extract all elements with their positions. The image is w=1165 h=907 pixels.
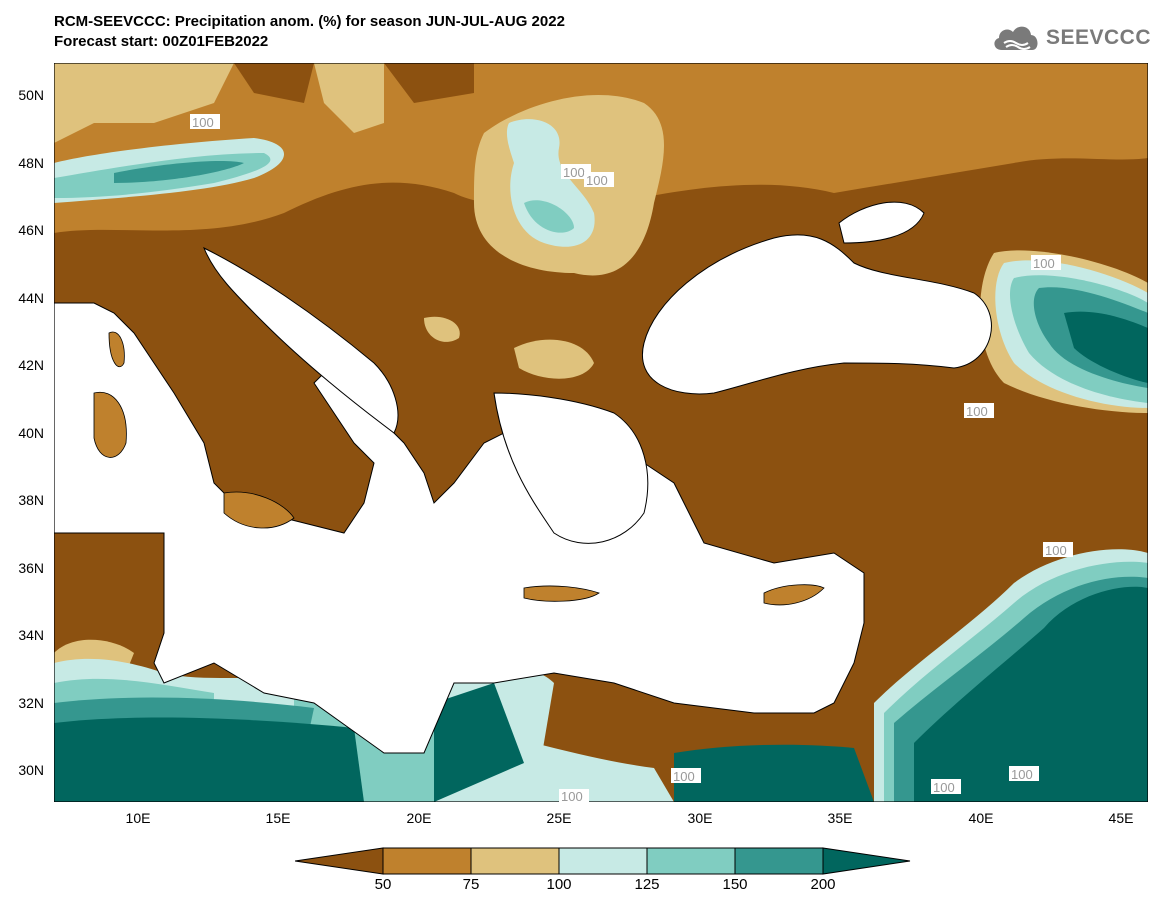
colorbar-swatch [382,847,472,875]
lat-label: 44N [18,290,44,306]
contour-label: 100 [1033,256,1055,271]
crete [523,585,600,602]
colorbar-swatch [734,847,824,875]
corsica [108,331,125,368]
colorbar [295,847,911,875]
contour-label: 100 [192,115,214,130]
colorbar-swatch [646,847,736,875]
lat-label: 38N [18,492,44,508]
title-block: RCM-SEEVCCC: Precipitation anom. (%) for… [54,12,565,52]
colorbar-tick: 200 [810,876,836,893]
contour-labels: 100 100 100 100 100 100 100 100 100 100 [190,114,1073,802]
colorbar-swatch [470,847,560,875]
colorbar-tick: 75 [462,876,480,893]
sicily [223,491,295,529]
sea-of-azov [838,201,925,244]
contour-label: 100 [1045,543,1067,558]
contour-label: 100 [966,404,988,419]
contour-label: 100 [673,769,695,784]
adriatic-sea [203,246,399,434]
lon-label: 45E [1108,810,1134,826]
lon-label: 10E [125,810,151,826]
precipitation-anomaly-map: 100 100 100 100 100 100 100 100 100 100 [54,63,1148,802]
cloud-icon [994,26,1038,50]
seevccc-logo: SEEVCCC [990,22,1151,54]
contour-label: 100 [586,173,608,188]
lon-label: 40E [968,810,994,826]
lat-label: 46N [18,222,44,238]
logo-text: SEEVCCC [1045,26,1151,49]
lat-label: 32N [18,695,44,711]
lat-label: 34N [18,627,44,643]
contour-label: 100 [1011,767,1033,782]
contour-label: 100 [563,165,585,180]
colorbar-swatch [558,847,648,875]
contour-label: 100 [561,789,583,802]
lat-label: 48N [18,155,44,171]
lon-label: 30E [687,810,713,826]
seas [54,201,992,754]
lat-label: 42N [18,357,44,373]
wet-extreme-regions [54,311,1148,802]
colorbar-tick: 125 [634,876,660,893]
cyprus [763,584,825,606]
colorbar-swatch [822,847,911,875]
colorbar-tick: 100 [546,876,572,893]
aegean-sea [493,392,649,544]
lat-label: 36N [18,560,44,576]
map-title: RCM-SEEVCCC: Precipitation anom. (%) for… [54,13,565,30]
lat-label: 40N [18,425,44,441]
sardinia [93,391,127,458]
lon-label: 20E [406,810,432,826]
colorbar-tick: 50 [374,876,392,893]
lon-label: 25E [546,810,572,826]
colorbar-tick: 150 [722,876,748,893]
contour-label: 100 [933,780,955,795]
black-sea [642,234,992,395]
map-subtitle: Forecast start: 00Z01FEB2022 [54,33,269,50]
lon-label: 35E [827,810,853,826]
islands [93,331,825,606]
lat-label: 50N [18,87,44,103]
colorbar-swatch [295,847,384,875]
lat-label: 30N [18,762,44,778]
lon-label: 15E [265,810,291,826]
